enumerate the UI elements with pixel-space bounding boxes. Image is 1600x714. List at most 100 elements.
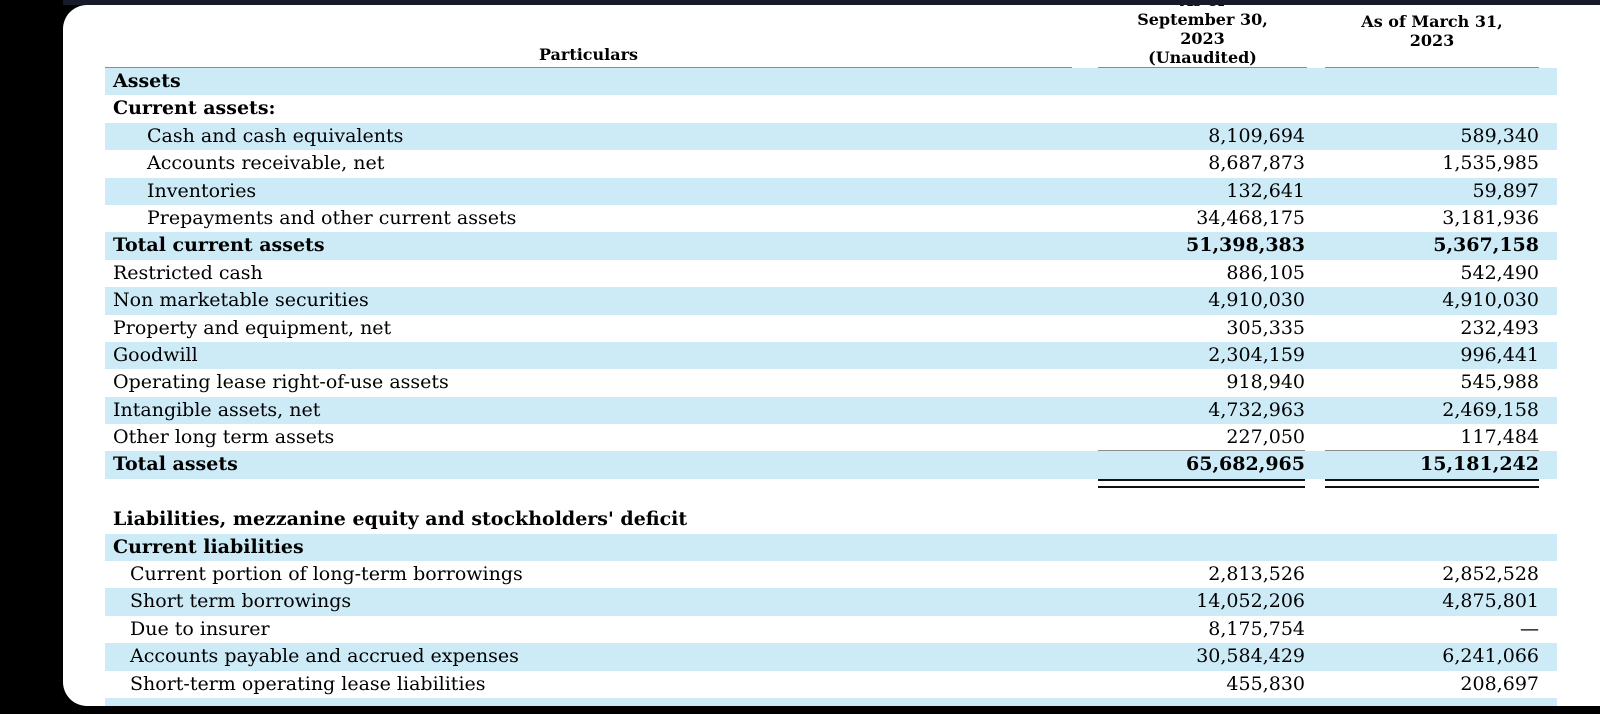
column-gap xyxy=(1307,287,1320,315)
column-gap xyxy=(1307,616,1320,643)
row-label: Cash and cash equivalents xyxy=(105,122,1072,151)
value-period-2: 2,469,158 xyxy=(1442,398,1539,421)
value-cell-period-2: 208,697 xyxy=(1320,671,1557,698)
value-period-2: 4,910,030 xyxy=(1442,289,1539,312)
column-gap xyxy=(1072,697,1085,706)
header-gap xyxy=(1307,5,1320,68)
table-row: Liabilities, mezzanine equity and stockh… xyxy=(105,506,1557,533)
value-period-2: 2,852,528 xyxy=(1442,563,1539,586)
column-gap xyxy=(1307,177,1320,205)
column-gap xyxy=(1307,561,1320,588)
column-gap xyxy=(1307,479,1320,506)
value-period-1: 132,641 xyxy=(1226,179,1305,202)
header-line: September 30, xyxy=(1137,10,1268,29)
column-gap xyxy=(1307,533,1320,562)
value-cell-period-2: 996,441 xyxy=(1320,341,1557,370)
value-period-1: 8,109,694 xyxy=(1208,124,1305,147)
column-gap xyxy=(1072,479,1085,506)
value-cell-period-1 xyxy=(1085,533,1307,562)
value-cell-period-2 xyxy=(1320,697,1557,706)
row-label: Assets xyxy=(105,68,1072,96)
header-period-1-text: As ofSeptember 30,2023(Unaudited) xyxy=(1098,5,1307,67)
column-gap xyxy=(1072,561,1085,588)
table-row: Accounts receivable, net 8,687,873 1,535,9… xyxy=(105,150,1557,177)
column-gap xyxy=(1307,451,1320,479)
column-gap xyxy=(1072,287,1085,315)
column-gap xyxy=(1307,205,1320,232)
value-period-1: 455,830 xyxy=(1226,672,1305,695)
column-gap xyxy=(1072,68,1085,96)
row-label: Short-term operating lease liabilities xyxy=(130,672,486,695)
value-period-1 xyxy=(1098,534,1305,561)
value-cell-period-2: 232,493 xyxy=(1320,315,1557,342)
value-period-2: 117,484 xyxy=(1325,424,1539,452)
row-label: Restricted cash xyxy=(113,261,263,284)
value-cell-period-1: 65,682,965 xyxy=(1085,451,1307,489)
column-gap xyxy=(1072,177,1085,205)
header-line: (Unaudited) xyxy=(1148,48,1257,67)
value-period-2 xyxy=(1325,698,1539,706)
value-period-1: 2,813,526 xyxy=(1208,563,1305,586)
value-cell-period-2 xyxy=(1320,68,1557,96)
value-period-2 xyxy=(1325,68,1539,95)
value-period-1: 65,682,965 xyxy=(1098,451,1305,489)
header-line: 2023 xyxy=(1180,29,1225,48)
value-period-1: 227,050 xyxy=(1098,424,1305,452)
balance-sheet-table: Particulars As ofSeptember 30,2023(Unaud… xyxy=(105,5,1557,706)
value-cell-period-1: 886,105 xyxy=(1085,260,1307,287)
value-cell-period-1: 30,584,429 xyxy=(1085,643,1307,671)
value-cell-period-1 xyxy=(1085,68,1307,96)
value-period-1: 14,052,206 xyxy=(1196,590,1305,613)
row-label: Accounts receivable, net xyxy=(147,152,385,175)
header-line: As of March 31, xyxy=(1361,12,1503,31)
row-label: Current liabilities xyxy=(105,533,1072,562)
column-gap xyxy=(1072,616,1085,643)
header-gap xyxy=(1072,5,1085,68)
column-gap xyxy=(1307,232,1320,260)
column-gap xyxy=(1072,424,1085,451)
viewer-top-strip xyxy=(63,0,1600,5)
value-cell-period-2 xyxy=(1320,479,1557,506)
value-period-2 xyxy=(1325,95,1539,122)
column-gap xyxy=(1307,315,1320,342)
value-cell-period-1 xyxy=(1085,697,1307,706)
table-row: Cash and cash equivalents 8,109,694 589,34… xyxy=(105,122,1557,151)
value-period-1: 4,910,030 xyxy=(1208,289,1305,312)
column-gap xyxy=(1307,506,1320,533)
value-cell-period-2: 542,490 xyxy=(1320,260,1557,287)
spacer-row xyxy=(105,697,1557,706)
column-gap xyxy=(1072,533,1085,562)
table-row: Total assets 65,682,965 15,181,242 xyxy=(105,451,1557,489)
value-cell-period-2 xyxy=(1320,533,1557,562)
value-cell-period-1: 132,641 xyxy=(1085,177,1307,205)
table-row: Short term borrowings 14,052,206 4,875,801 xyxy=(105,588,1557,616)
column-gap xyxy=(1307,122,1320,151)
value-period-1: 4,732,963 xyxy=(1208,398,1305,421)
row-label: Inventories xyxy=(105,177,1072,205)
value-cell-period-2: 3,181,936 xyxy=(1320,205,1557,232)
column-gap xyxy=(1072,643,1085,671)
value-period-2: 6,241,066 xyxy=(1442,645,1539,668)
value-cell-period-1: 2,304,159 xyxy=(1085,341,1307,370)
value-cell-period-2: 545,988 xyxy=(1320,369,1557,396)
table-row: Prepayments and other current assets 34,4… xyxy=(105,205,1557,232)
value-cell-period-1: 227,050 xyxy=(1085,424,1307,452)
table-body: Assets Current assets: Cash and cash equiv… xyxy=(105,68,1557,706)
value-cell-period-2: 4,910,030 xyxy=(1320,287,1557,315)
value-cell-period-1: 918,940 xyxy=(1085,369,1307,396)
table-header-row: Particulars As ofSeptember 30,2023(Unaud… xyxy=(105,5,1557,68)
column-gap xyxy=(1307,68,1320,96)
value-period-2: 5,367,158 xyxy=(1433,234,1539,257)
value-period-1 xyxy=(1098,68,1305,95)
value-cell-period-1: 4,910,030 xyxy=(1085,287,1307,315)
table-row: Accounts payable and accrued expenses 30,… xyxy=(105,643,1557,671)
row-label: Other long term assets xyxy=(113,426,335,449)
column-gap xyxy=(1072,396,1085,425)
value-period-2: 545,988 xyxy=(1460,371,1539,394)
value-period-2 xyxy=(1325,479,1539,506)
row-label: Property and equipment, net xyxy=(113,316,392,339)
table-row: Due to insurer 8,175,754 — xyxy=(105,616,1557,643)
value-cell-period-1 xyxy=(1085,479,1307,506)
value-cell-period-1: 8,687,873 xyxy=(1085,150,1307,177)
row-label: Current assets: xyxy=(113,97,276,120)
